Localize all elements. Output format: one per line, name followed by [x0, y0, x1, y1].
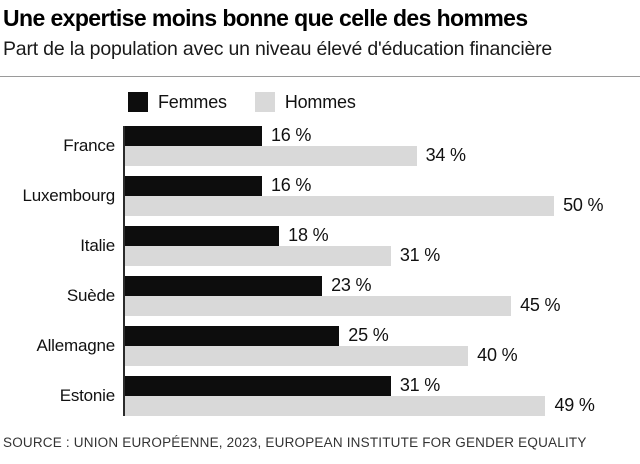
legend-swatch-icon [254, 92, 275, 113]
legend: Femmes Hommes [128, 92, 640, 113]
bar-femmes [124, 125, 262, 146]
bar-hommes [124, 245, 391, 266]
value-label: 16 % [270, 125, 312, 146]
chart-title: Une expertise moins bonne que celle des … [3, 5, 528, 31]
bar-line-hommes: 45 % [124, 295, 640, 316]
legend-entry-hommes: Hommes [254, 91, 356, 113]
bar-pair: 18 % 31 % [124, 225, 640, 266]
value-label: 18 % [288, 225, 329, 246]
category-label: Allemagne [36, 335, 115, 355]
source-credit: SOURCE : UNION EUROPÉENNE, 2023, EUROPEA… [3, 434, 587, 450]
chart-subtitle: Part de la population avec un niveau éle… [3, 38, 553, 61]
category-label: Estonie [59, 385, 116, 405]
bar-hommes [124, 395, 546, 416]
bar-hommes [124, 195, 555, 216]
bar-pair: 25 % 40 % [124, 325, 640, 366]
bar-femmes [124, 225, 280, 246]
value-label: 45 % [520, 295, 561, 316]
category-label: Suède [66, 285, 115, 305]
bar-group-suède: Suède 23 % 45 % [0, 275, 640, 316]
value-label: 31 % [399, 375, 441, 396]
bar-line-femmes: 16 % [124, 125, 640, 146]
legend-label: Femmes [158, 91, 227, 112]
category-label: France [63, 135, 115, 155]
bar-femmes [124, 275, 323, 296]
y-axis-line [123, 125, 125, 416]
bar-femmes [124, 175, 262, 196]
bar-pair: 31 % 49 % [124, 375, 640, 416]
legend-swatch-icon [128, 92, 148, 113]
value-label: 23 % [331, 275, 372, 296]
bar-line-femmes: 23 % [124, 275, 640, 296]
legend-label: Hommes [284, 91, 356, 112]
value-label: 31 % [399, 245, 441, 266]
bar-pair: 16 % 34 % [124, 125, 640, 166]
divider-line [0, 75, 640, 77]
bar-group-france: France 16 % 34 % [0, 125, 640, 166]
bar-hommes [124, 345, 469, 366]
bar-group-italie: Italie 18 % 31 % [0, 225, 640, 266]
bar-line-femmes: 31 % [124, 375, 640, 396]
bar-line-hommes: 49 % [124, 395, 640, 416]
value-label: 40 % [477, 345, 518, 366]
value-label: 50 % [563, 195, 604, 216]
bar-line-femmes: 16 % [124, 175, 640, 196]
bar-line-femmes: 25 % [124, 325, 640, 346]
category-label: Italie [80, 235, 115, 255]
bar-group-allemagne: Allemagne 25 % 40 % [0, 325, 640, 366]
bar-pair: 23 % 45 % [124, 275, 640, 316]
bar-line-hommes: 34 % [124, 145, 640, 166]
bar-femmes [124, 375, 391, 396]
bar-group-estonie: Estonie 31 % 49 % [0, 375, 640, 416]
chart: France 16 % 34 % Luxembourg 16 % 50 % Italie 18… [0, 125, 640, 416]
bar-line-femmes: 18 % [124, 225, 640, 246]
bar-femmes [124, 325, 340, 346]
bar-hommes [124, 145, 417, 166]
value-label: 49 % [554, 395, 595, 416]
bar-line-hommes: 50 % [124, 195, 640, 216]
bar-group-luxembourg: Luxembourg 16 % 50 % [0, 175, 640, 216]
value-label: 25 % [348, 325, 389, 346]
category-label: Luxembourg [22, 185, 115, 205]
value-label: 16 % [270, 175, 312, 196]
bar-hommes [124, 295, 512, 316]
bar-line-hommes: 31 % [124, 245, 640, 266]
legend-entry-femmes: Femmes [128, 92, 227, 113]
value-label: 34 % [425, 145, 466, 166]
bar-pair: 16 % 50 % [124, 175, 640, 216]
bar-line-hommes: 40 % [124, 345, 640, 366]
